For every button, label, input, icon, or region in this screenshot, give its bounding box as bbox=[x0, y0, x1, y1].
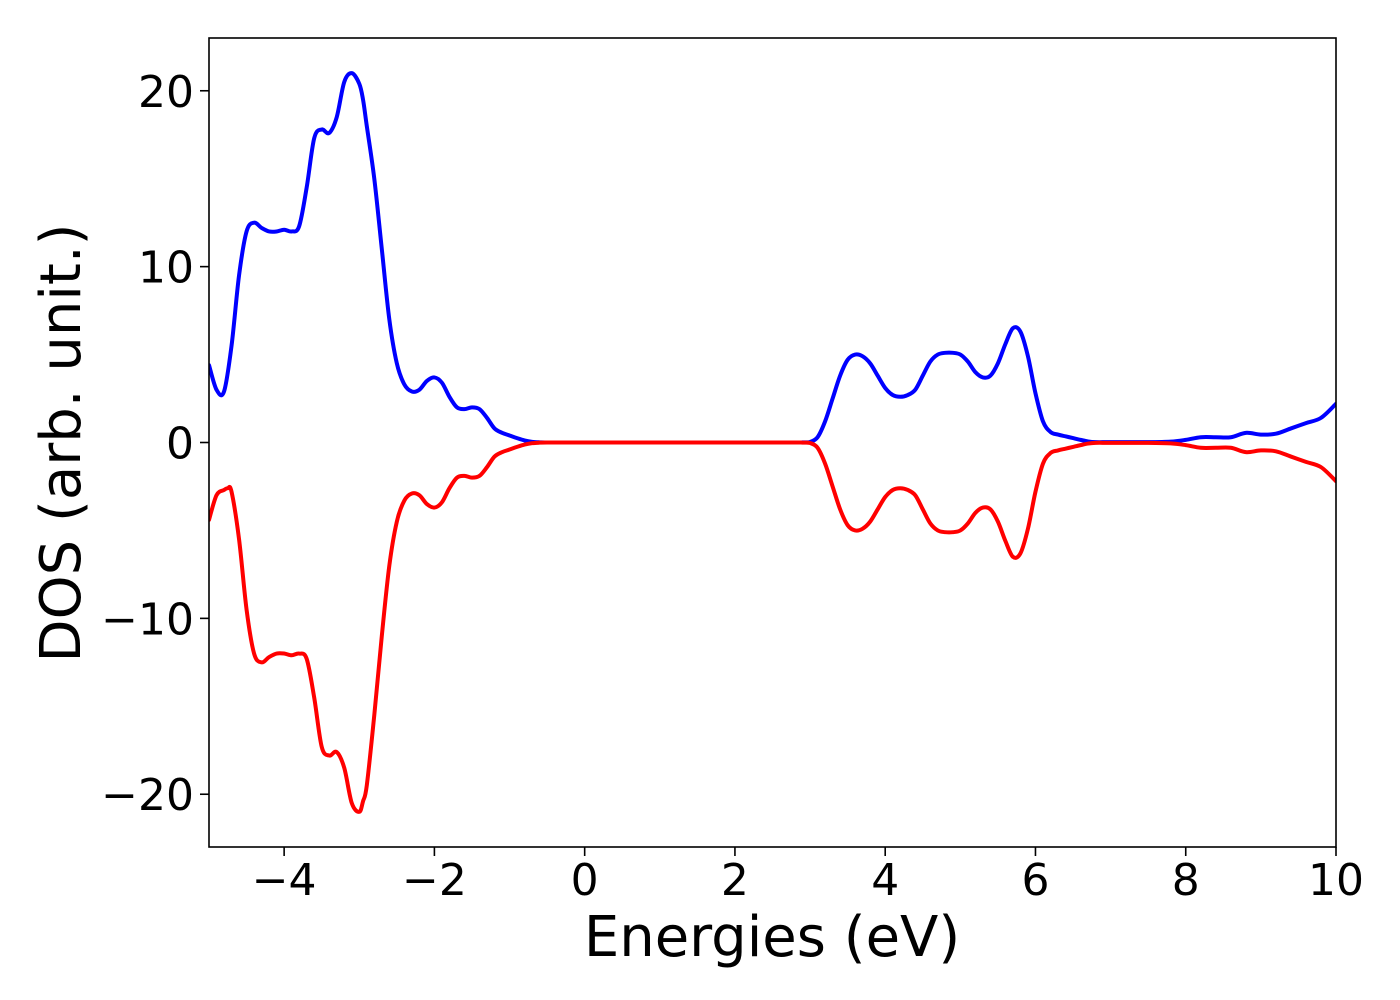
x-tick-label: 4 bbox=[871, 855, 899, 906]
y-tick-label: 0 bbox=[166, 419, 194, 470]
x-tick-label: −4 bbox=[252, 855, 317, 906]
plot-area bbox=[208, 37, 1337, 848]
y-axis-label: DOS (arb. unit.) bbox=[29, 223, 94, 662]
x-tick-label: 10 bbox=[1308, 855, 1364, 906]
y-tick-label: −20 bbox=[101, 770, 194, 821]
x-tick-label: 8 bbox=[1172, 855, 1200, 906]
x-tick-label: 2 bbox=[721, 855, 749, 906]
x-axis-ticks: −4 −2 0 2 4 6 8 10 bbox=[252, 847, 1364, 906]
y-tick-label: 10 bbox=[138, 243, 194, 294]
dos-series-line-1 bbox=[209, 71, 1336, 445]
x-axis-label: Energies (eV) bbox=[584, 905, 960, 970]
y-axis-ticks: −20 −10 0 10 20 bbox=[101, 67, 209, 821]
dos-series-line-2 bbox=[209, 440, 1336, 814]
series-group bbox=[209, 71, 1336, 814]
x-tick-label: −2 bbox=[402, 855, 467, 906]
x-tick-label: 6 bbox=[1021, 855, 1049, 906]
x-tick-label: 0 bbox=[571, 855, 599, 906]
y-tick-label: 20 bbox=[138, 67, 194, 118]
y-tick-label: −10 bbox=[101, 594, 194, 645]
